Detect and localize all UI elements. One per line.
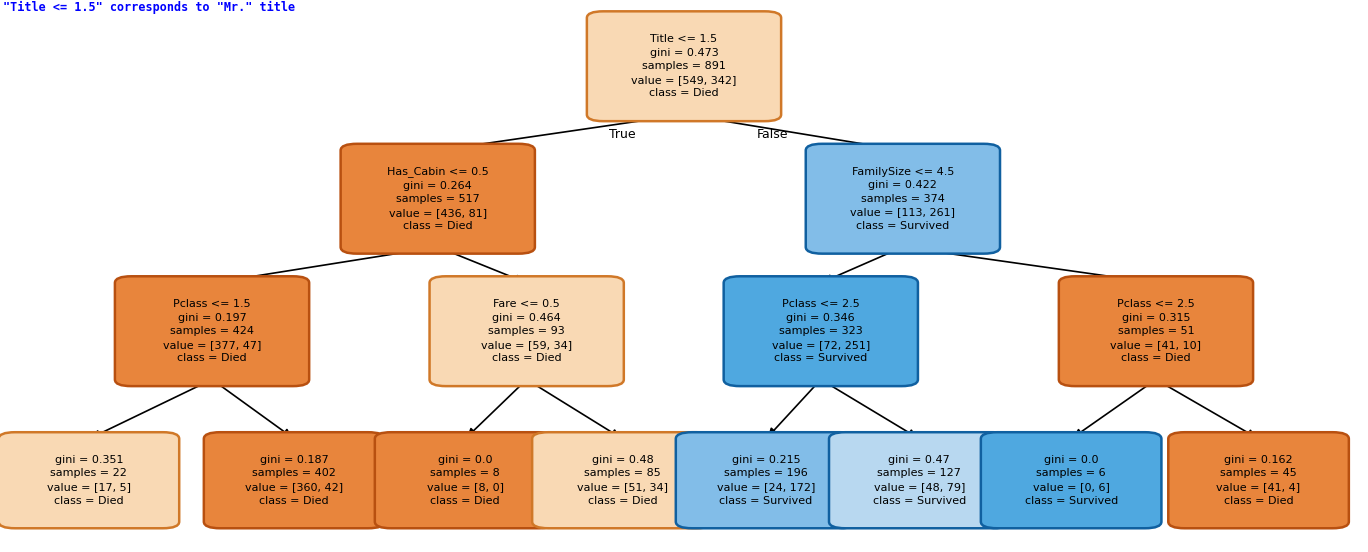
Text: Pclass <= 2.5
gini = 0.346
samples = 323
value = [72, 251]
class = Survived: Pclass <= 2.5 gini = 0.346 samples = 323…: [772, 299, 870, 363]
FancyBboxPatch shape: [341, 144, 535, 254]
FancyBboxPatch shape: [1168, 432, 1349, 528]
Text: Has_Cabin <= 0.5
gini = 0.264
samples = 517
value = [436, 81]
class = Died: Has_Cabin <= 0.5 gini = 0.264 samples = …: [387, 166, 488, 231]
Text: "Title <= 1.5" corresponds to "Mr." title: "Title <= 1.5" corresponds to "Mr." titl…: [3, 1, 295, 14]
Text: True: True: [609, 129, 636, 141]
Text: gini = 0.0
samples = 8
value = [8, 0]
class = Died: gini = 0.0 samples = 8 value = [8, 0] cl…: [427, 455, 503, 506]
Text: gini = 0.351
samples = 22
value = [17, 5]
class = Died: gini = 0.351 samples = 22 value = [17, 5…: [47, 455, 131, 506]
Text: gini = 0.162
samples = 45
value = [41, 4]
class = Died: gini = 0.162 samples = 45 value = [41, 4…: [1216, 455, 1301, 506]
FancyBboxPatch shape: [0, 432, 179, 528]
FancyBboxPatch shape: [981, 432, 1161, 528]
FancyBboxPatch shape: [676, 432, 856, 528]
Text: gini = 0.0
samples = 6
value = [0, 6]
class = Survived: gini = 0.0 samples = 6 value = [0, 6] cl…: [1025, 455, 1118, 506]
FancyBboxPatch shape: [829, 432, 1010, 528]
Text: Pclass <= 1.5
gini = 0.197
samples = 424
value = [377, 47]
class = Died: Pclass <= 1.5 gini = 0.197 samples = 424…: [163, 299, 261, 363]
FancyBboxPatch shape: [806, 144, 1000, 254]
Text: gini = 0.215
samples = 196
value = [24, 172]
class = Survived: gini = 0.215 samples = 196 value = [24, …: [717, 455, 815, 506]
FancyBboxPatch shape: [587, 12, 781, 121]
FancyBboxPatch shape: [430, 276, 624, 386]
Text: Title <= 1.5
gini = 0.473
samples = 891
value = [549, 342]
class = Died: Title <= 1.5 gini = 0.473 samples = 891 …: [631, 34, 737, 98]
FancyBboxPatch shape: [115, 276, 309, 386]
FancyBboxPatch shape: [724, 276, 918, 386]
Text: Pclass <= 2.5
gini = 0.315
samples = 51
value = [41, 10]
class = Died: Pclass <= 2.5 gini = 0.315 samples = 51 …: [1111, 299, 1201, 363]
Text: gini = 0.187
samples = 402
value = [360, 42]
class = Died: gini = 0.187 samples = 402 value = [360,…: [245, 455, 343, 506]
FancyBboxPatch shape: [204, 432, 384, 528]
Text: FamilySize <= 4.5
gini = 0.422
samples = 374
value = [113, 261]
class = Survived: FamilySize <= 4.5 gini = 0.422 samples =…: [851, 167, 955, 231]
FancyBboxPatch shape: [532, 432, 713, 528]
Text: gini = 0.48
samples = 85
value = [51, 34]
class = Died: gini = 0.48 samples = 85 value = [51, 34…: [577, 455, 668, 506]
Text: Fare <= 0.5
gini = 0.464
samples = 93
value = [59, 34]
class = Died: Fare <= 0.5 gini = 0.464 samples = 93 va…: [482, 299, 572, 363]
Text: gini = 0.47
samples = 127
value = [48, 79]
class = Survived: gini = 0.47 samples = 127 value = [48, 7…: [873, 455, 966, 506]
FancyBboxPatch shape: [1059, 276, 1253, 386]
FancyBboxPatch shape: [375, 432, 555, 528]
Text: False: False: [757, 129, 789, 141]
